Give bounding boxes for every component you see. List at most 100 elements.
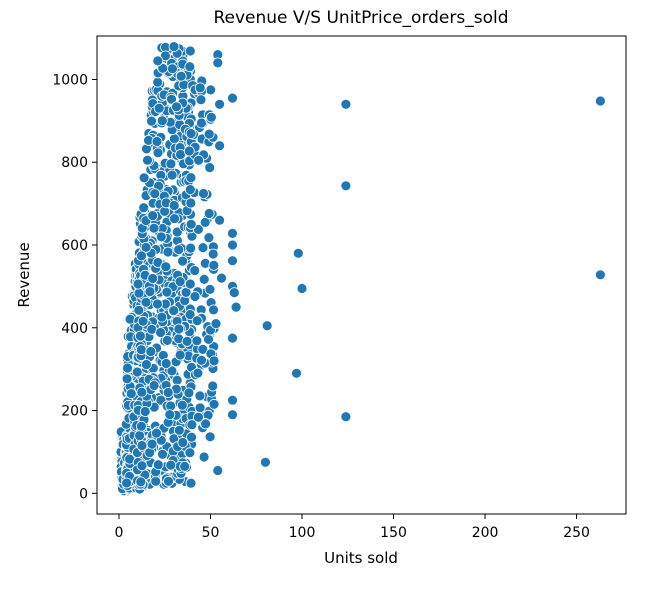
scatter-point (171, 374, 183, 386)
chart-title: Revenue V/S UnitPrice_orders_sold (213, 8, 508, 28)
scatter-point (185, 128, 197, 139)
scatter-point (165, 158, 177, 170)
plot-frame (96, 35, 627, 515)
scatter-point (208, 259, 220, 271)
scatter-point (152, 459, 164, 471)
scatter-point (595, 269, 606, 281)
scatter-point (181, 335, 193, 347)
scatter-point (207, 380, 219, 392)
scatter-point (164, 409, 176, 421)
scatter-point (174, 276, 186, 288)
scatter-point (142, 154, 153, 166)
scatter-point (340, 180, 352, 192)
scatter-point (138, 172, 150, 184)
x-tick-label: 100 (289, 525, 316, 541)
scatter-point (161, 286, 173, 298)
scatter-point (189, 291, 201, 302)
scatter-point (135, 420, 147, 432)
scatter-point (340, 98, 352, 110)
x-axis-label: Units sold (324, 549, 398, 567)
scatter-point (185, 197, 197, 209)
scatter-point (208, 355, 220, 367)
scatter-point (151, 427, 162, 439)
scatter-point (204, 431, 216, 443)
scatter-point (173, 323, 185, 335)
x-axis-ticks: 0 50 100 150 200 250 (115, 514, 590, 541)
scatter-point (176, 399, 188, 411)
scatter-point (340, 411, 352, 423)
scatter-point (195, 117, 207, 129)
scatter-point (134, 430, 146, 442)
scatter-point (185, 172, 197, 184)
scatter-point (189, 265, 201, 276)
scatter-point (214, 98, 226, 110)
scatter-point (156, 311, 168, 323)
scatter-point (136, 386, 148, 398)
scatter-point (159, 50, 171, 62)
scatter-point (162, 387, 174, 398)
scatter-point (138, 202, 150, 214)
scatter-point (227, 255, 238, 267)
scatter-point (203, 333, 214, 345)
scatter-point (194, 402, 206, 414)
scatter-point (163, 475, 174, 487)
scatter-point (208, 304, 219, 316)
scatter-point (140, 296, 152, 308)
scatter-point (155, 231, 167, 243)
scatter-point (136, 440, 148, 451)
scatter-point (165, 459, 177, 471)
scatter-point (180, 286, 192, 298)
scatter-point (151, 136, 163, 147)
scatter-point (149, 188, 161, 200)
scatter-point (204, 162, 216, 174)
scatter-point (194, 82, 206, 94)
scatter-point (200, 418, 212, 430)
scatter-point (148, 222, 160, 234)
scatter-point (166, 93, 177, 105)
scatter-point (155, 327, 167, 338)
scatter-point (192, 411, 204, 423)
scatter-point (177, 437, 189, 448)
scatter-point (179, 460, 191, 472)
scatter-point (198, 273, 210, 285)
scatter-point (145, 346, 157, 357)
scatter-point (161, 334, 173, 346)
scatter-point (191, 315, 203, 327)
scatter-point (203, 232, 215, 244)
y-axis-ticks: 0 200 400 600 800 1000 (52, 72, 97, 502)
scatter-point (183, 387, 195, 399)
scatter-point (156, 115, 168, 127)
x-tick-label: 200 (472, 525, 499, 541)
scatter-point (162, 246, 174, 258)
scatter-point (185, 242, 197, 254)
scatter-point (196, 354, 207, 366)
scatter-point (227, 409, 238, 421)
y-tick-label: 400 (61, 321, 88, 337)
scatter-point (227, 227, 238, 239)
scatter-point (136, 250, 147, 262)
scatter-point (134, 330, 146, 342)
scatter-point (166, 365, 178, 377)
scatter-point (166, 63, 178, 75)
scatter-point (227, 394, 238, 406)
scatter-point (173, 244, 185, 256)
scatter-point (291, 367, 302, 379)
scatter-point (168, 305, 180, 317)
scatter-point (191, 335, 203, 347)
scatter-point (212, 57, 224, 69)
scatter-point (175, 70, 187, 82)
x-tick-label: 50 (202, 525, 220, 541)
scatter-point (203, 208, 215, 219)
scatter-point (595, 95, 606, 107)
scatter-point (183, 145, 195, 157)
y-tick-label: 800 (61, 155, 88, 171)
scatter-point (146, 438, 158, 450)
scatter-point (186, 419, 198, 431)
scatter-point (216, 272, 227, 284)
scatter-point (147, 210, 159, 222)
scatter-point (261, 320, 273, 332)
scatter-point (205, 84, 217, 96)
scatter-point (157, 448, 168, 460)
scatter-point (148, 380, 160, 391)
